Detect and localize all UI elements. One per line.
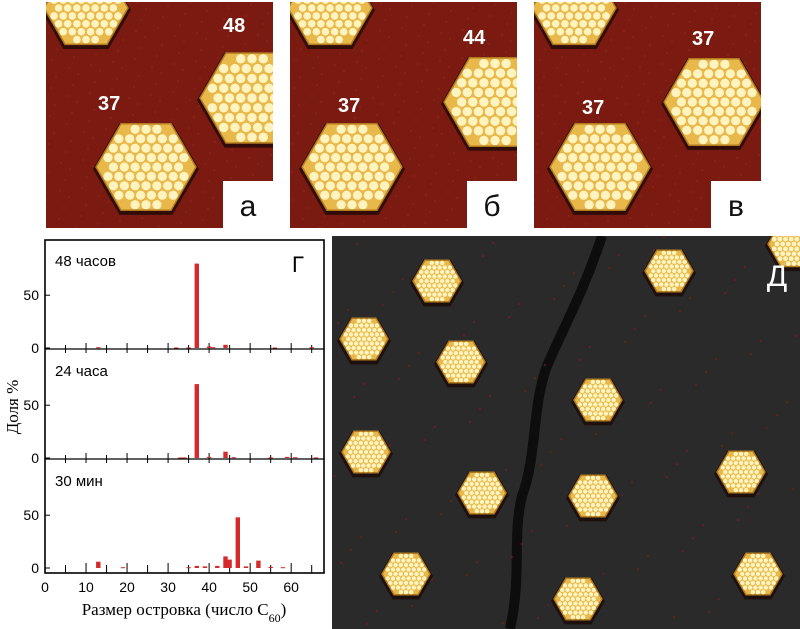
x-tick-label: 0 — [41, 579, 49, 595]
panel-letter: а — [240, 190, 257, 223]
histogram-bar — [206, 456, 212, 458]
corner-island — [290, 2, 375, 49]
x-axis-title-main: Размер островка (число C — [82, 600, 269, 619]
c60-island — [441, 57, 517, 151]
histogram-bar — [194, 384, 199, 458]
corner-island — [534, 2, 619, 49]
x-axis-title: Размер островка (число C60) — [82, 600, 287, 625]
x-tick-label: 10 — [78, 579, 94, 595]
panel-letter-box — [223, 181, 273, 228]
stm-panel-b: 44 37 б — [290, 2, 517, 228]
island-size-label: 37 — [338, 95, 360, 117]
c60-island — [661, 57, 761, 150]
histogram-bar — [272, 347, 277, 349]
c60-island — [731, 552, 785, 600]
c60-island — [714, 450, 768, 498]
island-size-label: 44 — [463, 27, 486, 49]
histogram-bar — [186, 347, 191, 349]
panel-letter-box — [467, 181, 517, 228]
histogram-bar — [313, 457, 318, 459]
c60-island — [410, 259, 464, 307]
histogram-bar — [206, 346, 212, 348]
c60-island — [434, 340, 488, 388]
c60-island — [571, 378, 625, 426]
c60-island — [551, 577, 605, 625]
c60-island — [547, 122, 653, 215]
histogram-bar — [223, 556, 228, 568]
histogram-bar — [194, 263, 199, 348]
histogram-bar — [186, 567, 191, 569]
panel-letter-large: Д — [767, 260, 787, 293]
histogram-chart: 0 50 48 часов 0 50 24 часа 0 50 30 мин 0 10 20 30 40 5… — [3, 239, 325, 625]
stm-panel-c: 37 37 в — [534, 2, 761, 228]
histogram-bar — [223, 451, 228, 458]
stm-panel-a: 48 37 а — [46, 2, 273, 228]
histogram-bar — [243, 566, 249, 568]
island-size-label: 48 — [223, 15, 245, 37]
x-tick-label: 20 — [119, 579, 135, 595]
y-tick-label: 50 — [23, 507, 39, 523]
x-tick-label: 60 — [283, 579, 299, 595]
histogram-bar — [96, 561, 101, 568]
corner-island — [765, 236, 800, 272]
series-label: 30 мин — [55, 473, 103, 490]
histogram-bar — [182, 457, 187, 459]
island-size-label: 37 — [582, 97, 604, 119]
island-size-label: 37 — [98, 93, 120, 115]
histogram-bar — [96, 347, 101, 349]
y-axis-title: Доля % — [3, 380, 22, 435]
histogram-bar — [268, 566, 273, 568]
histogram-bar — [215, 565, 220, 568]
x-axis-title-subscript: 60 — [269, 611, 281, 625]
c60-island — [642, 249, 696, 297]
y-tick-label: 50 — [23, 287, 39, 303]
histogram-bar — [227, 559, 232, 568]
histogram-bar — [174, 347, 179, 349]
histogram-bar — [178, 457, 183, 459]
y-tick-label: 50 — [23, 397, 39, 413]
c60-island — [197, 52, 273, 148]
histogram-bar — [223, 344, 228, 348]
corner-island — [46, 2, 131, 49]
histogram-bar — [309, 347, 314, 349]
y-tick-label: 0 — [31, 560, 39, 576]
c60-island — [299, 122, 405, 215]
panel-letter: в — [728, 190, 744, 223]
x-tick-label: 40 — [201, 579, 217, 595]
histogram-bar — [194, 565, 199, 568]
histogram-bar — [231, 457, 236, 459]
x-tick-label: 30 — [160, 579, 176, 595]
stm-panel-d: Д — [332, 236, 800, 629]
histogram-bar — [280, 567, 286, 569]
histogram-panel-letter: Г — [292, 252, 304, 277]
histogram-bar — [293, 457, 298, 459]
histogram-frame — [44, 239, 325, 574]
panel-letter: б — [483, 190, 500, 223]
histogram-bar — [202, 566, 208, 568]
series-label: 24 часа — [55, 363, 109, 380]
y-tick-label: 0 — [31, 340, 39, 356]
c60-island — [379, 552, 433, 600]
histogram-bar — [211, 347, 216, 349]
x-tick-label: 50 — [242, 579, 258, 595]
panel-letter-box — [711, 181, 761, 228]
histogram-bar — [120, 567, 126, 569]
c60-island — [566, 474, 620, 522]
histogram-bar — [268, 457, 273, 459]
c60-island — [93, 122, 199, 215]
island-size-label: 37 — [692, 28, 714, 50]
x-axis-title-close: ) — [281, 600, 287, 619]
histogram-bar — [235, 517, 240, 568]
histogram-bar — [256, 560, 261, 568]
histogram-bar — [284, 456, 290, 458]
c60-island — [337, 317, 391, 365]
c60-island — [455, 471, 509, 519]
y-tick-label: 0 — [31, 450, 39, 466]
c60-island — [339, 430, 393, 478]
series-label: 48 часов — [55, 253, 116, 270]
